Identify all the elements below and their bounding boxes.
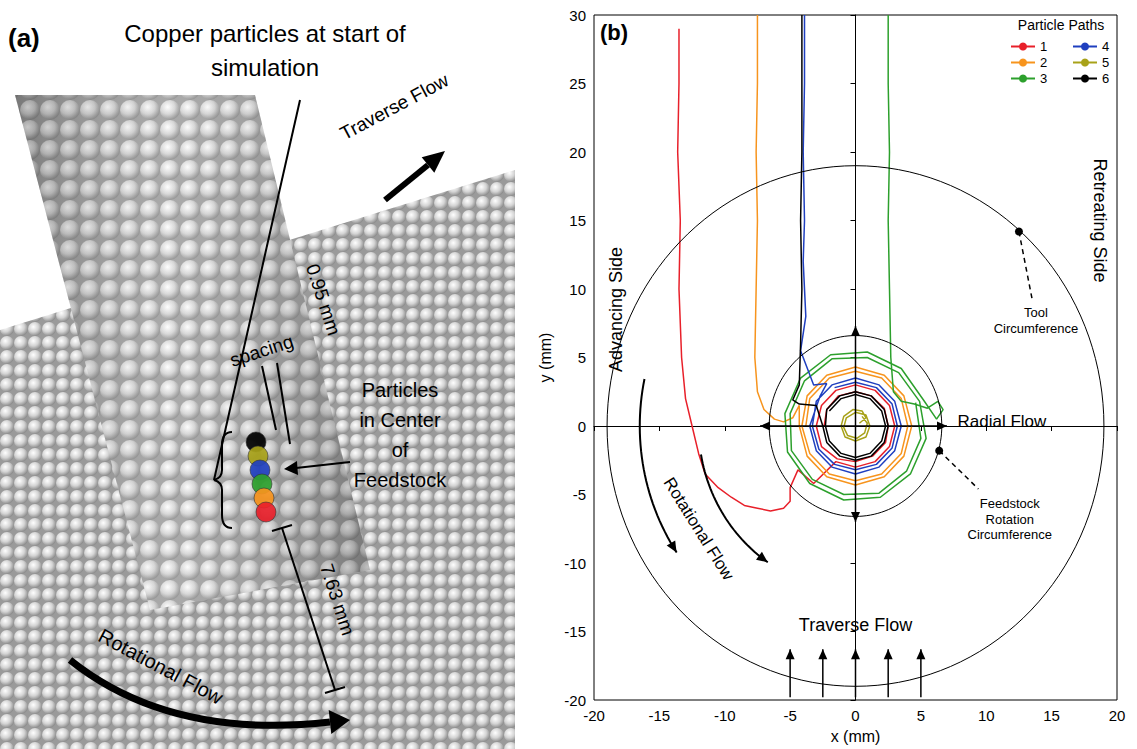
svg-text:5: 5 — [917, 707, 925, 724]
svg-text:-20: -20 — [564, 692, 586, 709]
svg-text:spacing: spacing — [227, 330, 296, 370]
svg-text:-10: -10 — [564, 555, 586, 572]
svg-text:Traverse Flow: Traverse Flow — [337, 69, 453, 144]
svg-text:Feedstock: Feedstock — [980, 496, 1040, 511]
svg-text:3: 3 — [1040, 71, 1047, 86]
svg-text:10: 10 — [569, 281, 586, 298]
svg-text:0.95 mm: 0.95 mm — [302, 261, 345, 338]
svg-text:6: 6 — [1102, 71, 1109, 86]
svg-text:4: 4 — [1102, 39, 1109, 54]
svg-text:Particle Paths: Particle Paths — [1018, 17, 1104, 33]
svg-text:-5: -5 — [783, 707, 796, 724]
svg-text:in Center: in Center — [359, 409, 440, 431]
svg-text:15: 15 — [569, 212, 586, 229]
svg-text:Copper particles at start of: Copper particles at start of — [124, 20, 406, 47]
svg-text:Circumference: Circumference — [994, 321, 1079, 336]
svg-text:2: 2 — [1040, 55, 1047, 70]
svg-text:15: 15 — [1043, 707, 1060, 724]
svg-text:-20: -20 — [583, 707, 605, 724]
svg-text:Rotational Flow: Rotational Flow — [95, 624, 228, 708]
svg-text:of: of — [392, 439, 409, 461]
svg-text:Circumference: Circumference — [968, 527, 1053, 542]
svg-text:7.63 mm: 7.63 mm — [316, 561, 359, 638]
svg-text:Particles: Particles — [362, 379, 439, 401]
svg-text:(b): (b) — [600, 20, 628, 45]
svg-text:10: 10 — [978, 707, 995, 724]
svg-text:y (mm): y (mm) — [537, 333, 554, 383]
svg-text:20: 20 — [1109, 707, 1126, 724]
svg-text:1: 1 — [1040, 39, 1047, 54]
svg-text:25: 25 — [569, 75, 586, 92]
svg-text:5: 5 — [578, 349, 586, 366]
svg-text:-5: -5 — [573, 486, 586, 503]
svg-text:Advancing Side: Advancing Side — [606, 247, 626, 372]
svg-text:20: 20 — [569, 144, 586, 161]
svg-text:(a): (a) — [8, 23, 40, 53]
svg-text:Tool: Tool — [1024, 305, 1048, 320]
svg-text:simulation: simulation — [211, 54, 319, 81]
svg-text:0: 0 — [851, 707, 859, 724]
svg-text:Retreating Side: Retreating Side — [1090, 158, 1110, 282]
svg-text:-10: -10 — [714, 707, 736, 724]
svg-text:Feedstock: Feedstock — [354, 469, 447, 491]
svg-text:30: 30 — [569, 7, 586, 24]
svg-text:-15: -15 — [564, 623, 586, 640]
svg-text:0: 0 — [578, 418, 586, 435]
svg-text:Rotation: Rotation — [986, 512, 1034, 527]
svg-text:5: 5 — [1102, 55, 1109, 70]
svg-text:Rotational Flow: Rotational Flow — [659, 474, 738, 584]
svg-text:-15: -15 — [649, 707, 671, 724]
svg-text:x (mm): x (mm) — [831, 728, 881, 745]
svg-text:Traverse Flow: Traverse Flow — [799, 615, 913, 635]
svg-text:Radial Flow: Radial Flow — [957, 412, 1047, 431]
